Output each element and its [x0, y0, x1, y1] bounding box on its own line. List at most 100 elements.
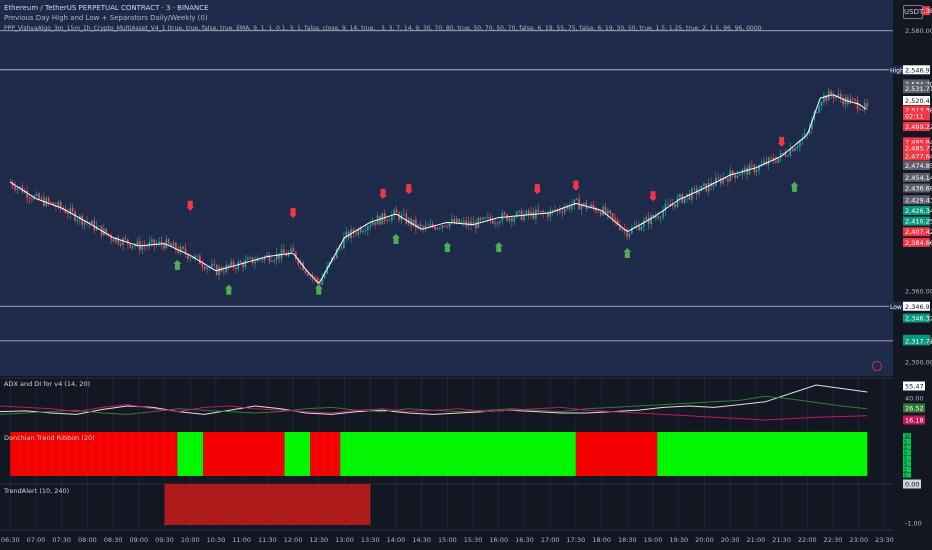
candle-body	[561, 211, 564, 213]
candle-body	[386, 220, 388, 222]
candle-body	[71, 207, 74, 212]
candle-body	[489, 216, 492, 221]
candle-body	[659, 217, 662, 219]
ribbon-count-label: 5	[904, 451, 907, 457]
sell-arrow-icon	[379, 188, 388, 199]
candle-body	[686, 193, 688, 197]
price-label: 2,485.84	[905, 138, 932, 146]
candle-body	[129, 243, 132, 248]
sell-arrow-icon	[289, 207, 298, 218]
ribbon-segment-down	[203, 432, 285, 476]
candle-body	[621, 229, 624, 230]
candle-body	[619, 225, 621, 230]
candle-body	[573, 199, 576, 206]
trendalert-panel: 0.00 -1.00	[0, 479, 922, 528]
candle-body	[177, 249, 180, 253]
candle-body	[35, 193, 38, 196]
moving-average-line	[10, 94, 867, 284]
candle-body	[160, 241, 163, 245]
candle-body	[851, 98, 854, 100]
time-tick-label: 22:00	[798, 536, 817, 544]
adx-value-label: 16.18	[905, 417, 924, 425]
candle-body	[508, 217, 511, 221]
candle-body	[184, 248, 187, 255]
candle-body	[379, 216, 381, 225]
sell-arrow-icon	[649, 191, 658, 202]
trend-value-label: -1.00	[905, 520, 922, 528]
candle-body	[19, 186, 21, 188]
candle-body	[722, 178, 724, 184]
panel-title: TrendAlert (10, 240)	[3, 487, 69, 495]
price-label-box	[903, 96, 930, 106]
candle-body	[448, 222, 451, 227]
candle-body	[213, 264, 216, 266]
candle-body	[405, 213, 408, 224]
time-axis[interactable]: 06:30 07:00 07:30 08:00 08:30 09:00 09:30 10:00…	[0, 529, 894, 544]
candle-body	[218, 267, 220, 275]
candle-body	[746, 167, 748, 175]
time-tick-label: 19:30	[669, 536, 688, 544]
price-label: 2,429.43	[905, 196, 932, 204]
candle-body	[458, 218, 460, 224]
candle-body	[249, 257, 252, 259]
hl-tag-box	[889, 301, 903, 311]
candle-body	[239, 262, 242, 263]
candle-body	[170, 243, 172, 247]
candle-body	[148, 241, 151, 247]
candle-body	[597, 211, 600, 213]
candle-body	[59, 201, 62, 208]
candle-body	[587, 207, 590, 209]
candle-body	[165, 239, 168, 249]
candle-body	[616, 219, 619, 226]
candle-body	[273, 260, 276, 262]
candle-body	[585, 202, 588, 209]
candle-body	[290, 248, 292, 253]
candle-body	[16, 187, 19, 190]
candle-body	[760, 163, 763, 166]
candle-body	[189, 258, 192, 259]
candle-body	[167, 239, 170, 244]
price-label: 2,346.32	[905, 315, 932, 323]
candle-body	[599, 212, 602, 216]
candle-body	[357, 228, 360, 235]
currency-selector[interactable]: USDT	[903, 5, 923, 19]
candle-body	[791, 148, 794, 152]
candle-body	[818, 105, 820, 113]
candle-body	[172, 242, 175, 247]
price-label-box	[903, 151, 930, 161]
candle-body	[278, 253, 280, 259]
candle-body	[451, 219, 453, 223]
ribbon-segment-up	[340, 432, 576, 476]
price-label: 2,513.38	[905, 106, 932, 114]
sell-arrow-icon	[571, 180, 580, 191]
price-label: 02:11	[905, 112, 924, 120]
candle-body	[796, 146, 799, 149]
candle-body	[364, 230, 367, 232]
buy-arrow-icon	[443, 242, 452, 253]
candle-body	[683, 196, 686, 203]
adx-value-label: 26.52	[905, 405, 924, 413]
candle-body	[758, 165, 760, 171]
ribbon-segment-down	[310, 432, 341, 476]
candle-body	[362, 230, 364, 233]
adx-value-box	[903, 381, 925, 391]
candle-body	[607, 210, 609, 214]
candle-body	[861, 109, 864, 111]
candle-body	[374, 222, 376, 225]
lightning-icon	[872, 361, 882, 371]
candle-body	[839, 94, 842, 99]
candle-body	[784, 153, 787, 157]
candle-body	[794, 148, 796, 152]
candle-body	[266, 254, 268, 257]
candle-body	[688, 193, 691, 200]
candle-body	[847, 97, 849, 104]
candle-body	[515, 211, 518, 218]
time-tick-label: 23:30	[875, 536, 894, 544]
adx-value-label: 40.00	[905, 395, 924, 403]
candle-body	[263, 256, 266, 261]
candle-body	[799, 140, 801, 147]
time-tick-label: 17:00	[541, 536, 560, 544]
ribbon-count-label: 5	[904, 439, 907, 445]
